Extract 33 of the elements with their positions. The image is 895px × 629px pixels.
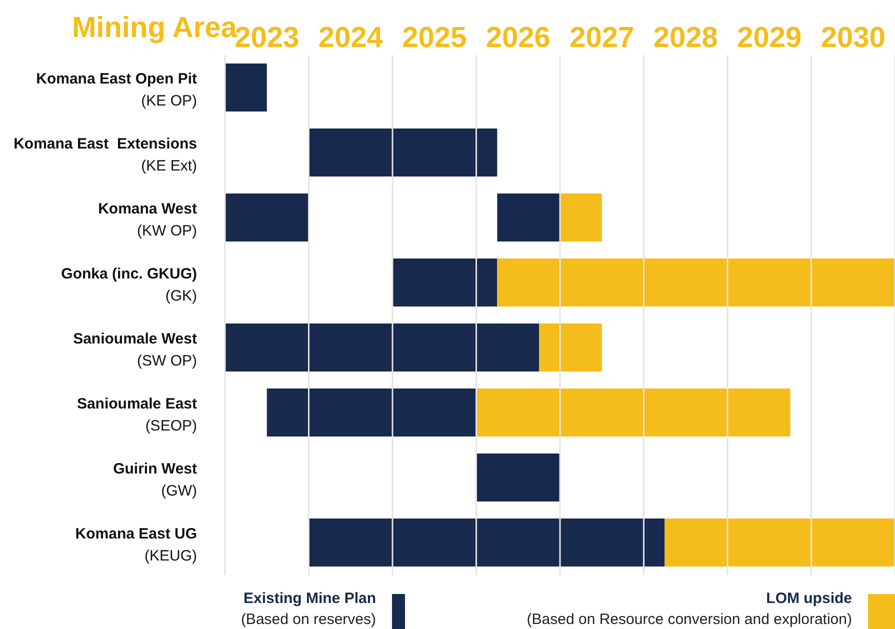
legend-label: Existing Mine Plan (Based on reserves)	[240, 589, 376, 629]
x-tick-label: 2024	[318, 22, 383, 54]
bar	[539, 323, 602, 372]
bar	[476, 388, 790, 436]
bar	[476, 453, 560, 502]
x-tick-label: 2030	[820, 22, 886, 54]
x-tick-label: 2028	[653, 22, 718, 54]
bar	[308, 518, 665, 566]
x-tick-label: 2029	[737, 22, 802, 54]
bar	[560, 193, 602, 242]
bar	[225, 63, 267, 112]
bar	[664, 518, 895, 566]
bar	[497, 193, 560, 242]
y-tick-label: Sanioumale West (SW OP)	[73, 330, 197, 370]
x-tick-label: 2027	[570, 22, 634, 54]
y-tick-label: Guirin West (GW)	[113, 460, 197, 500]
bar	[225, 323, 540, 372]
bar	[392, 258, 498, 306]
y-tick-label: Komana East Extensions (KE Ext)	[14, 136, 197, 174]
y-tick-label: Komana East Open Pit (KE OP)	[36, 70, 197, 110]
y-tick-label: Komana East UG (KEUG)	[75, 526, 198, 564]
y-axis-title: Mining Area	[72, 12, 237, 44]
y-tick-label: Gonka (inc. GKUG) (GK)	[61, 266, 198, 304]
legend-label: LOM upside (Based on Resource conversion and exploration)	[526, 589, 852, 629]
bar	[497, 258, 895, 306]
bar	[266, 388, 476, 436]
x-tick-label: 2023	[234, 22, 300, 54]
y-tick-label: Sanioumale East (SEOP)	[76, 396, 197, 434]
x-tick-label: 2025	[402, 22, 467, 54]
bar	[225, 193, 309, 242]
y-tick-label: Komana West (KW OP)	[98, 200, 197, 240]
bar	[308, 128, 498, 176]
x-tick-label: 2026	[486, 22, 550, 54]
